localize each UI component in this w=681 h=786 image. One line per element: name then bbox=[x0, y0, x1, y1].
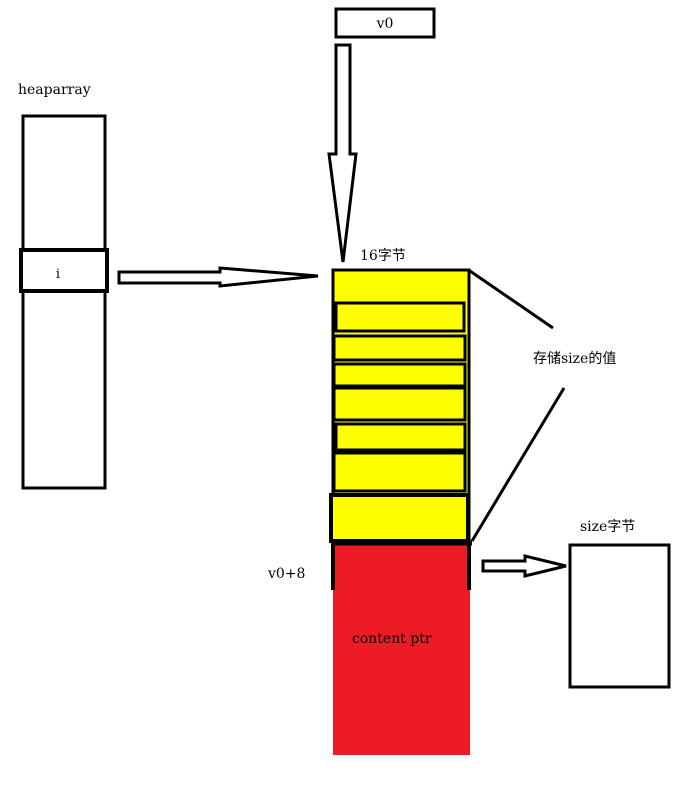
down-arrow-icon bbox=[327, 43, 358, 263]
header-cell bbox=[334, 301, 466, 333]
header-cell bbox=[334, 422, 467, 452]
heaparray-slot-i bbox=[19, 248, 109, 293]
content-ptr-label: content ptr bbox=[352, 631, 432, 647]
header-cell bbox=[332, 451, 467, 493]
chunk-header bbox=[329, 268, 471, 543]
bytes16-label: 16字节 bbox=[360, 248, 406, 264]
slot-i-label: i bbox=[56, 267, 60, 282]
content-arrow-icon bbox=[481, 554, 567, 578]
v0-label: v0 bbox=[376, 16, 394, 32]
header-size-cell bbox=[329, 493, 470, 543]
v0-box bbox=[334, 7, 436, 39]
heaparray-label: heaparray bbox=[18, 82, 91, 98]
store-size-label: 存储size的值 bbox=[533, 351, 616, 367]
chunk-content bbox=[333, 543, 470, 755]
header-cell bbox=[332, 362, 467, 388]
size-bytes-label: size字节 bbox=[580, 519, 635, 535]
v0-plus-8-label: v0+8 bbox=[267, 566, 305, 582]
annotation-line-bottom bbox=[470, 387, 566, 542]
header-cell bbox=[332, 386, 467, 422]
annotation-line-top bbox=[469, 269, 554, 330]
right-arrow-icon bbox=[117, 266, 319, 288]
header-cell bbox=[332, 334, 467, 362]
heaparray-column bbox=[21, 114, 107, 490]
size-bytes-box bbox=[568, 543, 671, 689]
